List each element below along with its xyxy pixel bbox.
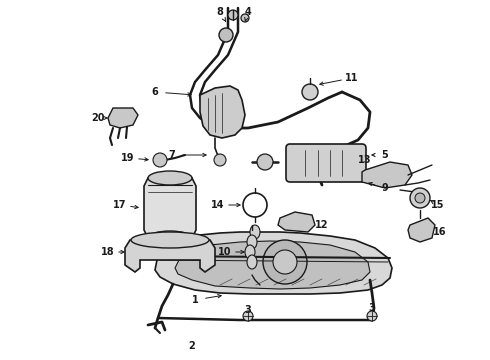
Polygon shape [155,232,392,294]
Circle shape [302,84,318,100]
Text: 19: 19 [121,153,135,163]
Ellipse shape [131,232,209,248]
Circle shape [263,240,307,284]
Ellipse shape [247,235,257,249]
Text: 15: 15 [431,200,445,210]
Text: 4: 4 [245,7,251,17]
Polygon shape [175,241,370,289]
Circle shape [153,153,167,167]
Text: 9: 9 [382,183,389,193]
FancyBboxPatch shape [286,144,366,182]
Circle shape [228,10,238,20]
Polygon shape [408,218,435,242]
Text: 20: 20 [91,113,105,123]
Text: 3: 3 [245,305,251,315]
Text: 10: 10 [218,247,232,257]
Circle shape [415,193,425,203]
Text: 1: 1 [192,295,198,305]
Ellipse shape [148,171,192,185]
Ellipse shape [148,231,192,245]
Circle shape [410,188,430,208]
Text: 14: 14 [211,200,225,210]
Text: 18: 18 [101,247,115,257]
Circle shape [241,14,249,22]
Text: 3: 3 [368,303,375,313]
Circle shape [273,250,297,274]
Text: 17: 17 [113,200,127,210]
Polygon shape [108,108,138,128]
Circle shape [367,311,377,321]
Circle shape [214,154,226,166]
Text: 7: 7 [169,150,175,160]
Text: 2: 2 [189,341,196,351]
Text: 13: 13 [358,155,372,165]
Polygon shape [362,162,412,188]
Ellipse shape [245,245,255,259]
Text: 8: 8 [217,7,223,17]
Ellipse shape [247,255,257,269]
Text: 11: 11 [345,73,359,83]
Circle shape [219,28,233,42]
Ellipse shape [250,225,260,239]
Text: 12: 12 [315,220,329,230]
Polygon shape [278,212,315,232]
Circle shape [243,311,253,321]
Text: 16: 16 [433,227,447,237]
Text: 6: 6 [151,87,158,97]
Text: 5: 5 [382,150,389,160]
Polygon shape [200,86,245,138]
Circle shape [257,154,273,170]
Polygon shape [144,178,196,238]
Polygon shape [125,240,215,272]
